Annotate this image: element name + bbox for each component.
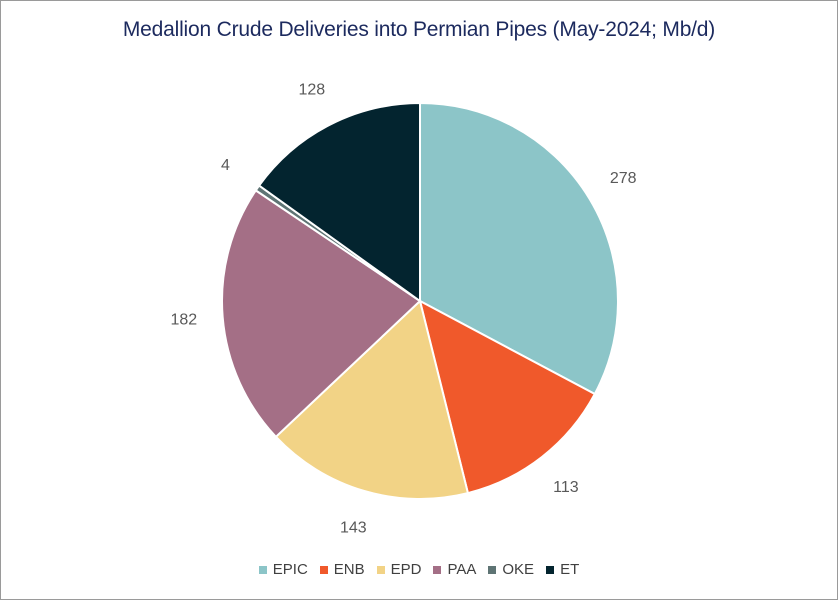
pie-data-labels: 278 113 143 182 4 128 (170, 81, 636, 536)
pie-slice-et (258, 102, 421, 302)
legend-item-enb: ENB (319, 561, 365, 578)
legend-item-et: ET (546, 561, 579, 578)
data-label-enb: 113 (553, 479, 579, 496)
data-label-epic: 278 (610, 170, 637, 187)
pie-slice-epd (274, 300, 469, 500)
legend-swatch (319, 565, 328, 574)
legend-swatch (376, 565, 385, 574)
chart-legend: EPIC ENB EPD PAA OKE ET (1, 561, 837, 578)
legend-swatch (546, 565, 555, 574)
data-label-et: 128 (298, 81, 325, 98)
legend-swatch (433, 565, 442, 574)
data-label-epd: 143 (340, 520, 367, 537)
data-label-oke: 4 (221, 157, 230, 174)
legend-swatch (488, 565, 497, 574)
pie-slice-epic (419, 102, 619, 396)
legend-label: EPIC (272, 561, 308, 578)
legend-label: ET (560, 561, 580, 578)
chart-title: Medallion Crude Deliveries into Permian … (122, 18, 716, 41)
pie-slice-paa (221, 189, 421, 438)
legend-item-paa: PAA (433, 561, 476, 578)
legend-label: PAA (447, 561, 477, 578)
legend-label: ENB (333, 561, 365, 578)
legend-item-epic: EPIC (258, 561, 308, 578)
pie-slices (221, 102, 619, 500)
pie-slice-enb (419, 300, 596, 495)
legend-label: EPD (390, 561, 422, 578)
legend-item-epd: EPD (376, 561, 422, 578)
legend-label: OKE (502, 561, 535, 578)
legend-swatch (258, 565, 267, 574)
legend-item-oke: OKE (488, 561, 534, 578)
data-label-paa: 182 (170, 312, 197, 329)
